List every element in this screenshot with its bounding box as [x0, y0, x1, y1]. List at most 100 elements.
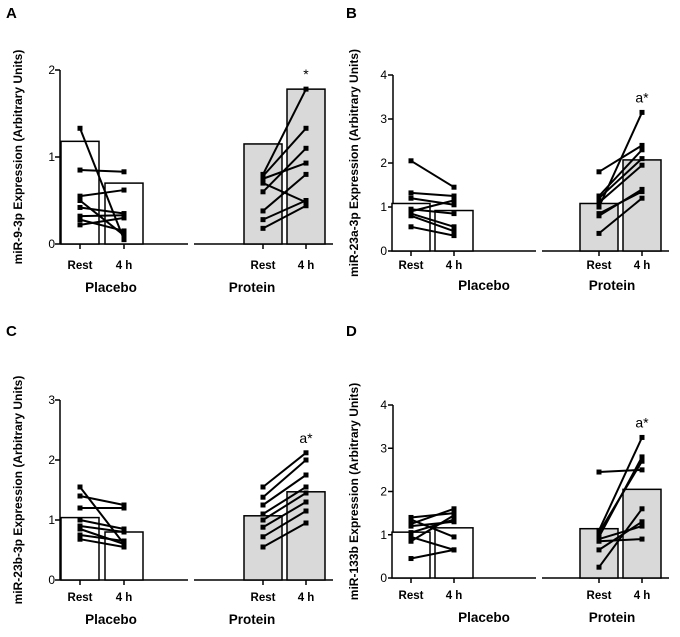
data-point [260, 176, 266, 182]
category-label: 4 h [298, 260, 315, 272]
subject-line [79, 495, 125, 506]
data-point [260, 502, 266, 508]
subject-line [79, 218, 125, 232]
data-point [303, 490, 309, 496]
panel-letter: B [346, 5, 357, 22]
data-point [77, 125, 83, 131]
category-label: Rest [251, 592, 276, 604]
subject-line [79, 534, 125, 542]
bar [60, 140, 100, 245]
data-point [77, 213, 83, 219]
data-point [451, 197, 457, 203]
y-tick-label: 0 [380, 571, 387, 585]
data-point [639, 467, 645, 473]
data-point [451, 506, 457, 512]
significance-annotation: * [303, 66, 309, 82]
y-tick-label: 4 [380, 398, 387, 412]
subject-line [598, 456, 643, 538]
subject-line [410, 214, 455, 233]
subject-line [262, 127, 307, 177]
data-point [121, 541, 127, 547]
data-point [596, 538, 602, 544]
category-label: Rest [68, 260, 93, 272]
data-point [303, 145, 309, 151]
subject-line [410, 191, 455, 197]
data-point [303, 203, 309, 209]
data-point [260, 217, 266, 223]
data-point [639, 147, 645, 153]
bar [622, 488, 662, 579]
data-point [451, 517, 457, 523]
subject-line [262, 474, 307, 506]
data-point [303, 508, 309, 514]
data-point [596, 195, 602, 201]
data-point [596, 200, 602, 206]
data-point [408, 534, 414, 540]
y-tick-label: 2 [380, 156, 387, 170]
data-point [77, 523, 83, 529]
data-point [77, 517, 83, 523]
group-label: Placebo [458, 278, 510, 293]
category-label: 4 h [298, 592, 315, 604]
y-tick-label: 3 [380, 112, 387, 126]
data-point [260, 544, 266, 550]
category-label: 4 h [446, 590, 463, 602]
significance-annotation: a* [635, 89, 649, 105]
data-point [77, 198, 83, 203]
data-point [260, 180, 266, 186]
significance-annotation: a* [635, 414, 649, 430]
data-point [121, 529, 127, 535]
data-point [639, 536, 645, 542]
bar [286, 88, 326, 245]
y-axis-label: miR-23a-3p Expression (Arbitrary Units) [347, 49, 361, 277]
subject-line [262, 88, 307, 175]
data-point [77, 505, 83, 511]
data-point [596, 204, 602, 210]
data-point [639, 195, 645, 201]
subject-line [262, 486, 307, 515]
data-point [303, 484, 309, 490]
bar [579, 202, 619, 252]
data-point [303, 86, 309, 92]
data-point [451, 547, 457, 553]
data-point [639, 156, 645, 162]
subject-line [262, 510, 307, 538]
subject-line [262, 522, 307, 548]
y-tick-label: 1 [380, 200, 387, 214]
y-tick-label: 3 [48, 393, 55, 407]
data-point [303, 199, 309, 205]
category-label: 4 h [634, 260, 651, 272]
category-label: 4 h [116, 592, 133, 604]
group-label: Placebo [85, 280, 137, 295]
significance-annotation: a* [299, 430, 313, 446]
data-point [596, 213, 602, 219]
data-point [596, 564, 602, 570]
data-point [77, 222, 83, 228]
y-tick-label: 0 [380, 244, 387, 258]
data-point [451, 228, 457, 234]
y-tick-label: 1 [48, 513, 55, 527]
data-point [639, 434, 645, 440]
category-label: 4 h [446, 260, 463, 272]
data-point [451, 184, 457, 190]
subject-line [410, 512, 455, 519]
subject-line [598, 111, 643, 208]
data-point [639, 519, 645, 525]
subject-line [262, 492, 307, 521]
subject-line [79, 528, 125, 545]
data-point [77, 217, 83, 223]
data-point [408, 523, 414, 529]
category-label: Rest [587, 590, 612, 602]
data-point [596, 230, 602, 236]
category-label: 4 h [634, 590, 651, 602]
subject-line [598, 538, 643, 543]
subject-line [262, 199, 307, 221]
subject-line [79, 127, 125, 241]
subject-line [598, 525, 643, 541]
group-label: Protein [229, 612, 276, 627]
y-tick-label: 2 [380, 485, 387, 499]
